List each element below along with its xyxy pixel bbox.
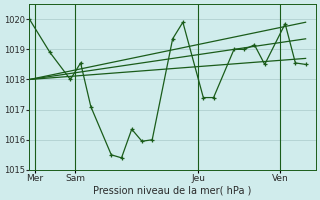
X-axis label: Pression niveau de la mer( hPa ): Pression niveau de la mer( hPa )	[93, 186, 252, 196]
